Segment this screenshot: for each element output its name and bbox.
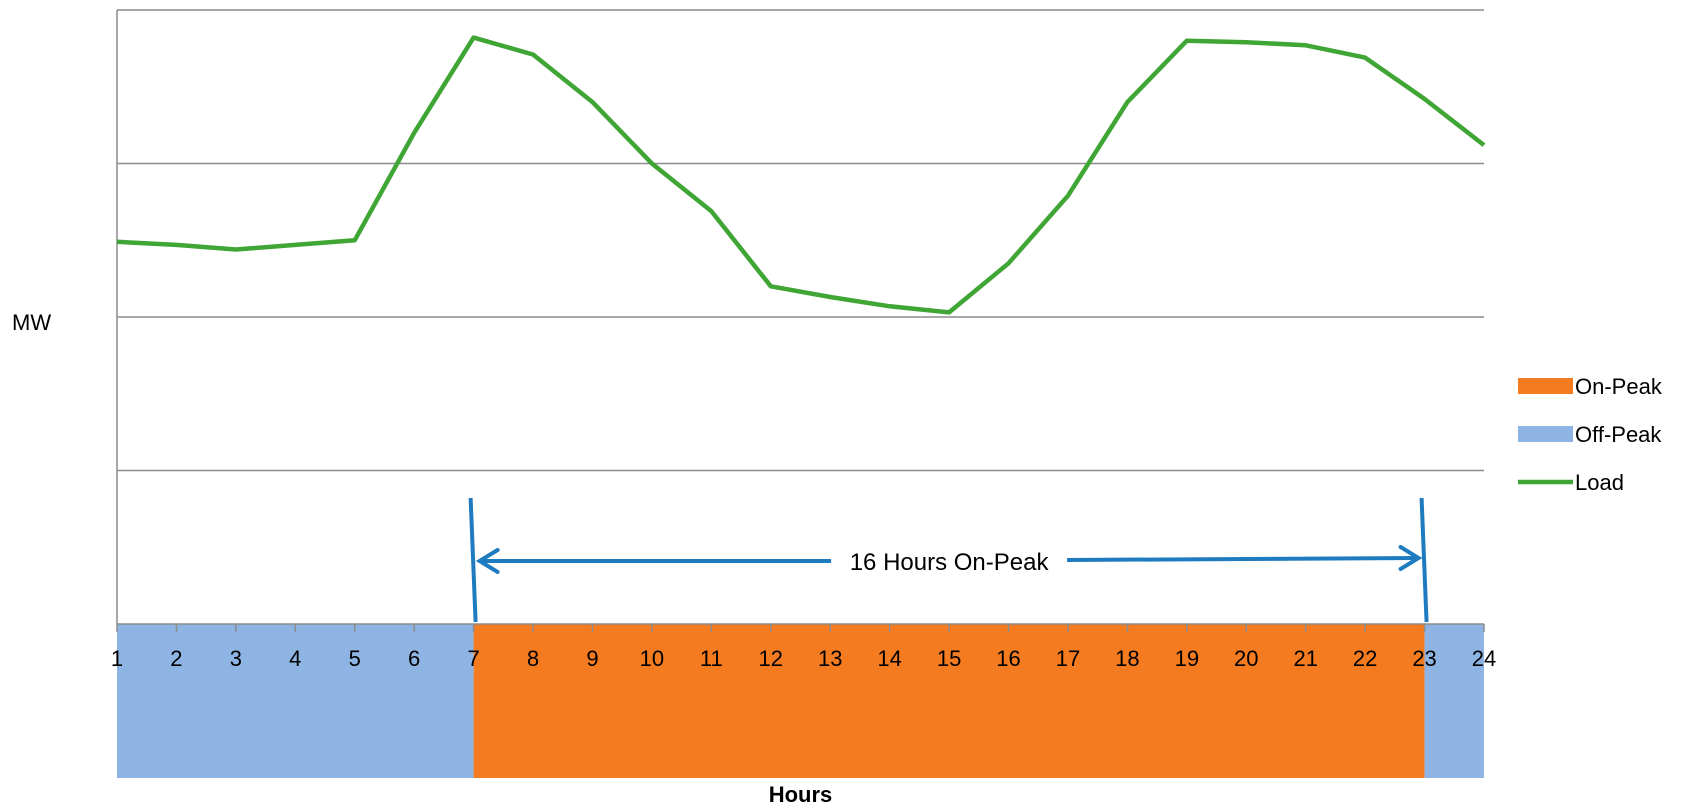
x-tick-label: 8: [527, 646, 539, 671]
x-tick-label: 20: [1234, 646, 1258, 671]
x-tick-label: 10: [640, 646, 664, 671]
x-tick-label: 21: [1293, 646, 1317, 671]
load-series: [116, 35, 1486, 315]
x-tick-label: 2: [170, 646, 182, 671]
x-tick-label: 16: [996, 646, 1020, 671]
band-off-peak: [117, 624, 474, 778]
x-tick-label: 12: [759, 646, 783, 671]
x-tick-label: 7: [467, 646, 479, 671]
gridlines: [116, 9, 1484, 624]
x-tick-label: 6: [408, 646, 420, 671]
x-tick-label: 9: [586, 646, 598, 671]
x-tick-label: 1: [111, 646, 123, 671]
legend-label: Off-Peak: [1575, 422, 1662, 447]
annotation-arrow-right: [1067, 556, 1419, 562]
x-tick-label: 24: [1472, 646, 1496, 671]
legend-label: On-Peak: [1575, 374, 1663, 399]
x-tick-label: 4: [289, 646, 301, 671]
annotation-arrowhead-right: [1398, 545, 1423, 571]
x-tick-label: 5: [349, 646, 361, 671]
x-axis: 1 2 3 4 5 6 7 8 9 10 11 12 13 14 15 16 17 18 19 20 21 22 23 24: [111, 623, 1496, 671]
x-tick-label: 14: [877, 646, 901, 671]
x-tick-label: 11: [700, 646, 723, 671]
annotation-label: 16 Hours On-Peak: [850, 549, 1050, 576]
x-tick-label: 17: [1056, 646, 1080, 671]
legend-label: Load: [1575, 470, 1624, 495]
x-tick-label: 13: [818, 646, 842, 671]
x-tick-label: 22: [1353, 646, 1377, 671]
x-tick-label: 23: [1412, 646, 1436, 671]
y-axis-label: MW: [12, 310, 51, 335]
series-line-load: [116, 35, 1486, 315]
band-on-peak: [473, 624, 1425, 778]
annotation-arrowhead-left: [475, 548, 500, 574]
x-tick-label: 15: [937, 646, 961, 671]
annotation-marker-end: [1419, 497, 1429, 623]
band-off-peak: [1424, 624, 1484, 778]
on-peak-annotation: 16 Hours On-Peak: [468, 497, 1429, 623]
legend-swatch-off-peak: [1518, 426, 1573, 442]
legend: On-Peak Off-Peak Load: [1518, 374, 1663, 495]
x-tick-label: 3: [230, 646, 242, 671]
annotation-marker-start: [468, 497, 478, 623]
x-tick-label: 19: [1175, 646, 1199, 671]
peak-bands: [117, 624, 1484, 778]
x-axis-label: Hours: [769, 782, 833, 807]
x-tick-label: 18: [1115, 646, 1139, 671]
legend-swatch-on-peak: [1518, 378, 1573, 394]
